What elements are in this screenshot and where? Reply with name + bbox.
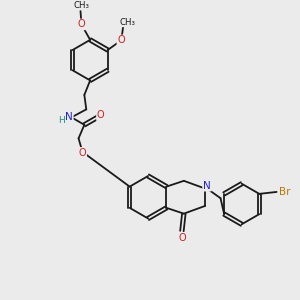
Text: H: H — [58, 116, 64, 125]
Text: Br: Br — [279, 187, 290, 197]
Text: O: O — [78, 20, 85, 29]
Text: CH₃: CH₃ — [74, 1, 89, 10]
Text: O: O — [178, 233, 186, 243]
Text: O: O — [79, 148, 86, 158]
Text: O: O — [97, 110, 105, 120]
Text: CH₃: CH₃ — [120, 17, 136, 26]
Text: N: N — [203, 181, 211, 191]
Text: O: O — [117, 35, 125, 45]
Text: N: N — [65, 112, 73, 122]
